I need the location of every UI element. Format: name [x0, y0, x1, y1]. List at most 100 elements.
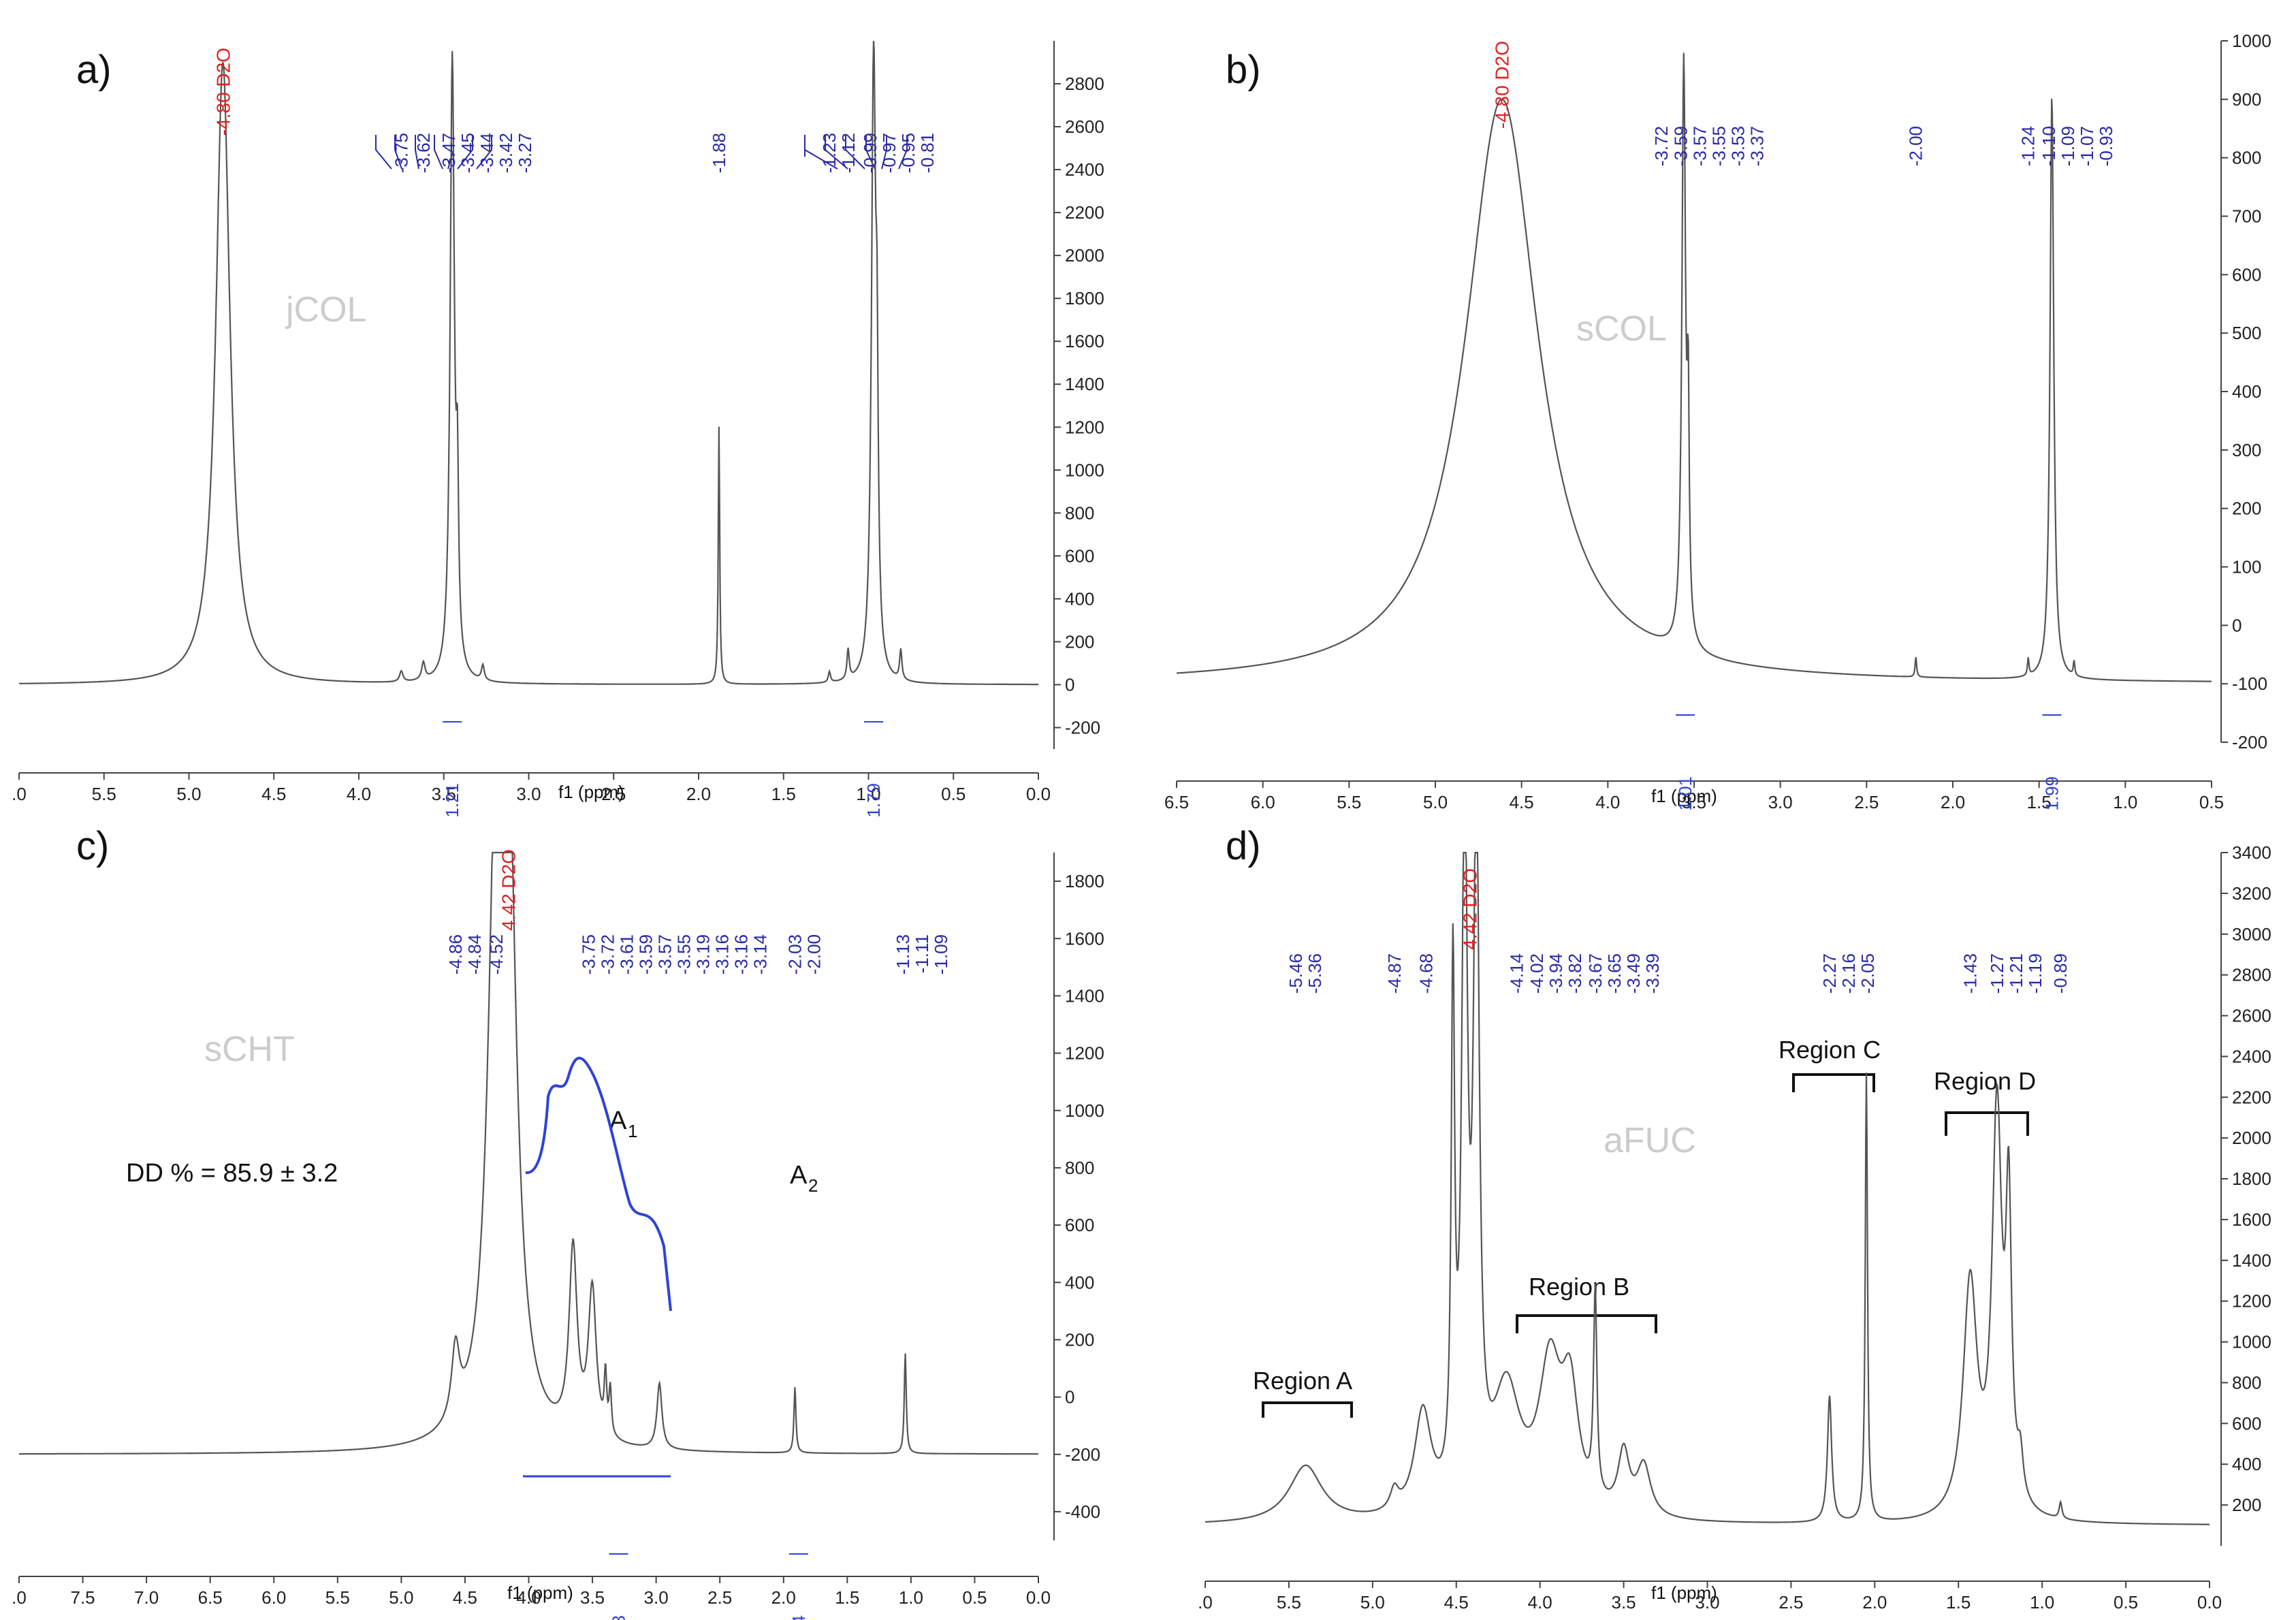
x-axis-label: f1 (ppm)	[507, 1583, 573, 1603]
x-tick-label: 6.0	[261, 1587, 286, 1608]
y-tick-label: 2400	[1065, 159, 1104, 180]
peak-label: -3.37	[1747, 126, 1767, 166]
peak-label: -0.97	[879, 133, 899, 173]
y-tick-label: 500	[2232, 323, 2261, 343]
peak-label: -0.81	[917, 133, 938, 173]
y-tick-label: 1400	[1065, 985, 1104, 1006]
svg-text:A: A	[790, 1161, 808, 1190]
y-tick-label: 2800	[2232, 965, 2271, 985]
peak-label: -3.55	[1708, 126, 1729, 166]
x-tick-label: 1.5	[771, 784, 796, 804]
y-tick-label: 3200	[2232, 883, 2271, 904]
peak-label: -3.94	[1546, 953, 1566, 994]
y-tick-label: 600	[1065, 545, 1094, 566]
peak-label: -1.09	[931, 934, 951, 974]
x-tick-label: 2.0	[771, 1587, 796, 1608]
x-tick-label: 2.0	[1862, 1592, 1887, 1613]
y-tick-label: -400	[1065, 1502, 1100, 1522]
y-tick-label: 2000	[1065, 245, 1104, 266]
panel-letter: a)	[76, 48, 112, 92]
x-tick-label: 5.0	[389, 1587, 413, 1608]
x-tick-label: 3.0	[644, 1587, 669, 1608]
x-tick-label: 0.0	[2197, 1592, 2222, 1613]
y-tick-label: 1400	[2232, 1250, 2271, 1271]
y-tick-label: 600	[2232, 264, 2261, 285]
x-tick-label: 2.5	[1779, 1592, 1803, 1613]
peak-label: -2.16	[1838, 953, 1859, 994]
y-tick-label: -200	[1065, 717, 1100, 737]
x-tick-label: 0.0	[1026, 1587, 1051, 1608]
peak-label: -1.09	[2058, 126, 2078, 166]
peak-label: -3.72	[1651, 126, 1672, 166]
solvent-label: 4.42 D2O	[1459, 868, 1480, 950]
y-tick-label: 400	[1065, 588, 1094, 609]
peak-label: -3.49	[1623, 953, 1644, 994]
x-tick-label: 5.5	[92, 784, 116, 804]
peak-label: -3.57	[1689, 126, 1710, 166]
x-tick-label: 3.0	[1695, 1592, 1719, 1613]
y-tick-label: 1200	[1065, 1043, 1104, 1064]
y-tick-label: 3400	[2232, 842, 2271, 863]
peak-label: -5.36	[1305, 953, 1325, 994]
spectrum-trace	[19, 40, 1038, 686]
panel-c: c) sCHT DD % = 85.9 ± 3.2 f1 (ppm) A 1 A…	[12, 824, 1104, 1620]
x-tick-label: 4.0	[1528, 1592, 1552, 1613]
y-tick-label: 1600	[1065, 331, 1104, 351]
y-tick-label: 1600	[1065, 928, 1104, 949]
peak-label: -1.21	[2006, 953, 2026, 994]
y-tick-label: 200	[1065, 1329, 1094, 1350]
peak-label: -4.14	[1506, 953, 1527, 994]
y-tick-label: -100	[2232, 673, 2267, 694]
integral-value: 1.79	[863, 783, 884, 818]
y-tick-label: 1000	[1065, 1100, 1104, 1121]
peak-label: -1.27	[1987, 953, 2007, 994]
peak-label: -3.55	[674, 934, 695, 974]
y-tick-label: 600	[1065, 1215, 1094, 1235]
sample-label: aFUC	[1604, 1121, 1696, 1160]
peak-label: -0.89	[2050, 953, 2071, 994]
sample-label: sCHT	[204, 1030, 295, 1069]
y-tick-label: 800	[2232, 148, 2261, 168]
x-tick-label: 3.0	[1768, 792, 1793, 812]
y-tick-label: 800	[1065, 1158, 1094, 1178]
peak-label: -3.59	[636, 934, 656, 974]
peak-label: -4.02	[1527, 953, 1547, 994]
peak-label: -3.27	[515, 133, 535, 173]
x-tick-label: .0	[12, 1587, 27, 1608]
x-tick-label: 2.5	[1854, 792, 1879, 812]
y-tick-label: 1200	[2232, 1291, 2271, 1312]
x-tick-label: 4.5	[1510, 792, 1534, 812]
peak-label: -3.75	[391, 133, 411, 173]
region-c-label: Region C	[1779, 1036, 1881, 1064]
peak-label: -1.43	[1960, 953, 1980, 994]
x-tick-label: 3.5	[1682, 792, 1706, 812]
peak-label-lines	[375, 135, 908, 170]
peak-label: -1.07	[2077, 126, 2097, 166]
sample-label: jCOL	[285, 290, 366, 330]
x-axis-label: f1 (ppm)	[558, 782, 624, 802]
region-a-label: Region A	[1253, 1367, 1352, 1395]
x-tick-label: 1.5	[2027, 792, 2052, 812]
y-tick-label: 1000	[2232, 1332, 2271, 1352]
svg-text:1: 1	[628, 1121, 637, 1141]
y-tick-label: 0	[2232, 615, 2242, 635]
y-tick-label: 2000	[2232, 1128, 2271, 1148]
x-tick-label: 1.5	[1946, 1592, 1971, 1613]
solvent-label: -4.80 D2O	[212, 48, 234, 136]
peak-label: -1.13	[893, 934, 913, 974]
x-tick-label: 5.0	[176, 784, 201, 804]
x-tick-label: 7.5	[70, 1587, 95, 1608]
peak-label: -1.11	[912, 934, 932, 973]
x-tick-label: 6.5	[198, 1587, 223, 1608]
x-tick-label: 7.0	[134, 1587, 159, 1608]
y-tick-label: 1800	[1065, 871, 1104, 891]
y-tick-label: 3000	[2232, 924, 2271, 944]
peak-label: -4.87	[1384, 953, 1405, 994]
y-tick-label: 700	[2232, 206, 2261, 227]
y-tick-label: 1800	[1065, 288, 1104, 308]
panel-letter: b)	[1226, 48, 1261, 92]
sample-label: sCOL	[1576, 309, 1667, 349]
integral-value: 1.01	[1675, 776, 1695, 811]
